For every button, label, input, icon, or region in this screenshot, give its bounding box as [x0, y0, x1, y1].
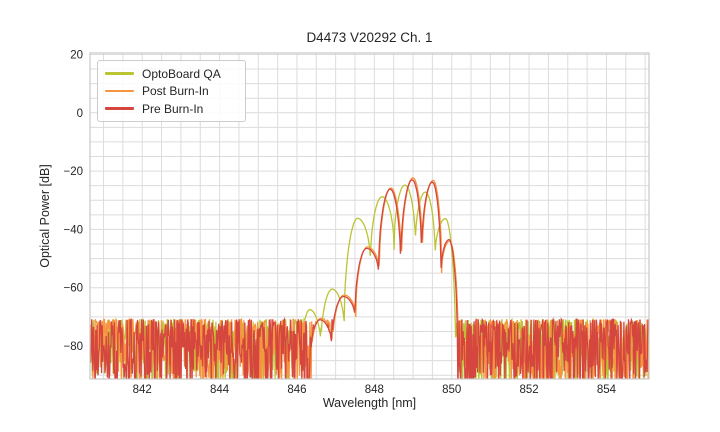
legend-line-sample — [105, 107, 134, 110]
legend-label: Post Burn-In — [142, 84, 209, 98]
svg-text:852: 852 — [519, 384, 538, 396]
svg-text:854: 854 — [597, 384, 617, 396]
x-axis-label: Wavelength [nm] — [322, 396, 417, 410]
svg-text:846: 846 — [287, 384, 306, 396]
legend: OptoBoard QA Post Burn-In Pre Burn-In — [97, 60, 246, 122]
svg-text:848: 848 — [365, 384, 384, 396]
y-axis-label: Optical Power [dB] — [38, 164, 52, 268]
svg-text:−80: −80 — [63, 341, 83, 353]
svg-text:0: 0 — [77, 108, 83, 120]
legend-line-sample — [105, 89, 134, 93]
legend-label: Pre Burn-In — [142, 101, 204, 116]
svg-text:850: 850 — [442, 384, 461, 396]
series-pre-burn-in — [90, 179, 649, 379]
legend-label: OptoBoard QA — [142, 66, 221, 81]
legend-item-post-burn-in: Post Burn-In — [98, 84, 245, 98]
svg-text:842: 842 — [133, 384, 152, 396]
svg-text:20: 20 — [70, 49, 83, 61]
svg-text:−60: −60 — [63, 283, 83, 295]
legend-line-sample — [105, 72, 134, 75]
tick-labels: 842 844 846 848 850 852 854 20 0 −20 −40 −60 −80 — [63, 49, 616, 396]
chart-title: D4473 V20292 Ch. 1 — [306, 30, 433, 45]
svg-text:844: 844 — [210, 384, 230, 396]
svg-text:−40: −40 — [63, 224, 83, 236]
legend-item-optoboard-qa: OptoBoard QA — [98, 67, 245, 81]
axes-frame — [89, 52, 650, 380]
legend-item-pre-burn-in: Pre Burn-In — [98, 102, 245, 116]
svg-text:−20: −20 — [63, 166, 83, 178]
